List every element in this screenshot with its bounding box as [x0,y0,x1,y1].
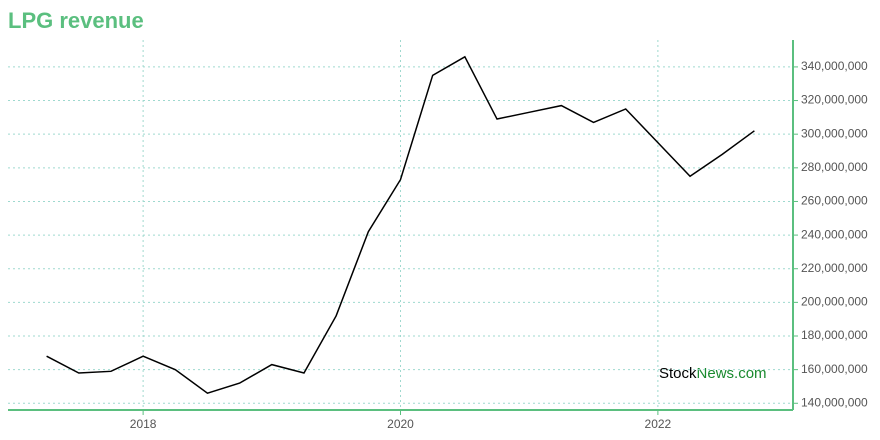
y-tick-label: 220,000,000 [801,261,868,275]
watermark: StockNews.com [659,365,767,382]
chart-title: LPG revenue [8,8,144,33]
y-tick-label: 180,000,000 [801,328,868,342]
y-tick-label: 240,000,000 [801,227,868,241]
y-tick-label: 160,000,000 [801,362,868,376]
watermark-brand: Stock [659,365,697,382]
y-tick-label: 260,000,000 [801,194,868,208]
x-tick-label: 2020 [387,417,414,431]
line-series [46,55,755,395]
y-tick-label: 140,000,000 [801,395,868,409]
x-tick-label: 2022 [645,417,672,431]
y-tick-label: 300,000,000 [801,126,868,140]
y-tick-label: 340,000,000 [801,59,868,73]
y-tick-label: 200,000,000 [801,295,868,309]
y-tick-label: 320,000,000 [801,93,868,107]
y-tick-label: 280,000,000 [801,160,868,174]
watermark-suffix: News.com [697,365,767,382]
x-tick-label: 2018 [130,417,157,431]
